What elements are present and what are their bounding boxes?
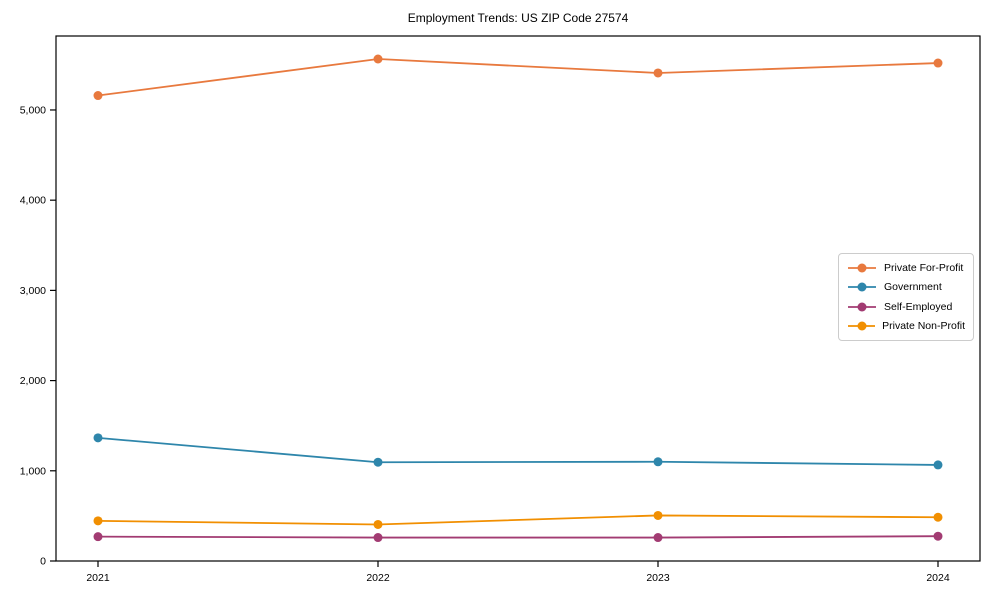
data-point-private-for-profit: [373, 54, 383, 64]
data-point-private-for-profit: [93, 91, 103, 101]
legend-item-private-non-profit: Private Non-Profit: [847, 317, 965, 337]
legend-marker-icon: [848, 282, 876, 292]
y-axis-tick-label: 5,000: [20, 104, 46, 116]
data-point-private-non-profit: [93, 516, 103, 526]
data-point-self-employed: [933, 531, 943, 541]
x-axis-tick-label: 2022: [366, 572, 390, 584]
data-point-private-non-profit: [933, 512, 943, 522]
legend: Private For-Profit Government Self-Employe…: [838, 253, 974, 341]
y-axis-tick-label: 3,000: [20, 285, 46, 297]
y-axis-tick-label: 0: [40, 556, 46, 568]
data-point-self-employed: [373, 533, 383, 543]
y-axis-tick-label: 2,000: [20, 375, 46, 387]
x-axis-tick-label: 2021: [86, 572, 110, 584]
data-point-government: [93, 433, 103, 443]
plot-border: [55, 35, 981, 562]
legend-item-government: Government: [847, 278, 965, 298]
legend-label: Private Non-Profit: [882, 320, 965, 333]
data-point-government: [933, 460, 943, 470]
data-point-self-employed: [93, 532, 103, 542]
data-point-self-employed: [653, 533, 663, 543]
legend-item-self-employed: Self-Employed: [847, 297, 965, 317]
legend-item-private-for-profit: Private For-Profit: [847, 258, 965, 278]
x-axis-tick-label: 2024: [926, 572, 950, 584]
data-point-private-non-profit: [653, 510, 663, 520]
data-point-government: [373, 457, 383, 467]
y-axis-tick-label: 4,000: [20, 195, 46, 207]
x-axis-tick-label: 2023: [646, 572, 670, 584]
legend-marker-icon: [848, 302, 876, 312]
y-axis-tick-label: 1,000: [20, 465, 46, 477]
data-point-private-non-profit: [373, 519, 383, 529]
series-line-government: [97, 436, 939, 466]
legend-label: Government: [884, 281, 942, 294]
legend-label: Self-Employed: [884, 300, 953, 313]
data-point-private-for-profit: [933, 58, 943, 68]
series-line-self-employed: [97, 535, 939, 539]
series-line-private-for-profit: [97, 58, 939, 97]
series-line-private-non-profit: [97, 514, 939, 526]
legend-marker-icon: [848, 321, 876, 331]
legend-marker-icon: [848, 263, 876, 273]
legend-label: Private For-Profit: [884, 261, 964, 274]
data-point-government: [653, 457, 663, 467]
data-point-private-for-profit: [653, 68, 663, 78]
chart-title: Employment Trends: US ZIP Code 27574: [407, 11, 629, 25]
